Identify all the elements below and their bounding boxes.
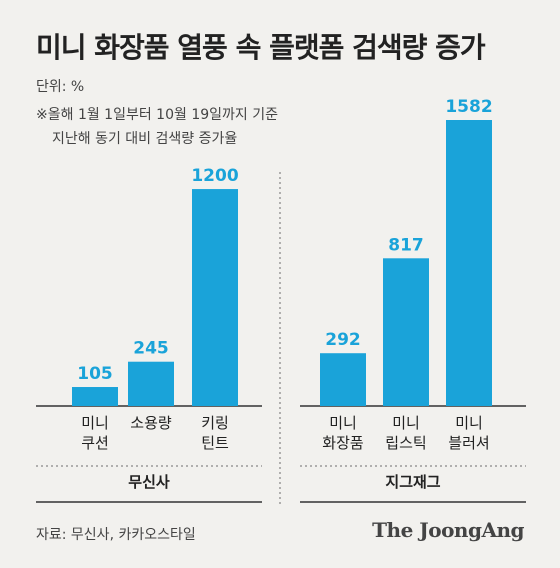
bar-value-label: 1582 xyxy=(445,97,492,117)
brand-logo: The JoongAng xyxy=(372,518,524,542)
bar-value-label: 292 xyxy=(325,330,361,350)
category-label: 미니 xyxy=(329,414,357,432)
bar xyxy=(192,189,238,406)
category-label: 쿠션 xyxy=(81,434,109,452)
bar xyxy=(446,120,492,406)
bar xyxy=(320,353,366,406)
bar xyxy=(383,258,429,406)
bar-value-label: 105 xyxy=(77,364,113,384)
bar-value-label: 1200 xyxy=(191,166,238,186)
category-label: 키링 xyxy=(201,414,229,432)
category-label: 립스틱 xyxy=(385,434,426,452)
group-name-label: 무신사 xyxy=(128,473,170,491)
group-name-label: 지그재그 xyxy=(385,473,440,491)
category-label: 미니 xyxy=(392,414,420,432)
bar xyxy=(72,387,118,406)
category-label: 틴트 xyxy=(201,434,229,452)
category-label: 소용량 xyxy=(130,414,172,432)
category-label: 미니 xyxy=(81,414,109,432)
chart-title: 미니 화장품 열풍 속 플랫폼 검색량 증가 xyxy=(36,31,486,64)
category-label: 블러셔 xyxy=(448,434,489,452)
source-note: 자료: 무신사, 카카오스타일 xyxy=(36,527,196,543)
unit-label: 단위: % xyxy=(36,79,85,95)
category-label: 화장품 xyxy=(322,434,363,452)
note-line-2: 지난해 동기 대비 검색량 증가율 xyxy=(52,131,238,147)
category-label: 미니 xyxy=(455,414,483,432)
bar-value-label: 245 xyxy=(133,339,169,359)
bar xyxy=(128,361,174,406)
note-line-1: ※올해 1월 1일부터 10월 19일까지 기준 xyxy=(36,107,278,123)
bar-value-label: 817 xyxy=(388,235,424,255)
